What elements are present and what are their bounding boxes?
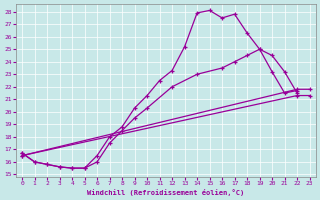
X-axis label: Windchill (Refroidissement éolien,°C): Windchill (Refroidissement éolien,°C): [87, 189, 244, 196]
